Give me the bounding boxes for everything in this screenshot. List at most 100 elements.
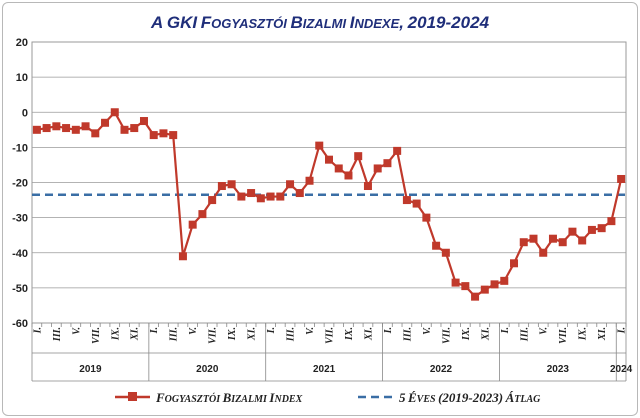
y-tick-label: 20 — [16, 37, 28, 49]
x-tick-label: I. — [149, 327, 160, 334]
y-tick-label: 10 — [16, 72, 28, 84]
data-point — [178, 252, 187, 261]
data-point — [188, 220, 197, 229]
data-point — [110, 108, 119, 117]
y-tick-label: -20 — [12, 178, 28, 190]
data-point — [247, 189, 256, 198]
data-point — [568, 227, 577, 236]
x-tick-label: XI. — [247, 327, 258, 341]
data-point — [295, 189, 304, 198]
data-point — [325, 155, 333, 164]
x-tick-label: I. — [266, 327, 277, 334]
x-tick-label: V. — [422, 327, 433, 335]
x-tick-label: IX. — [227, 327, 238, 341]
data-point — [169, 131, 178, 140]
data-point — [558, 238, 567, 247]
data-point — [286, 180, 295, 189]
x-tick-label: XI. — [597, 327, 608, 341]
index-line — [36, 111, 623, 298]
x-tick-label: IX. — [578, 327, 589, 341]
legend-average-label: 5 ÉVES (2019-2023) ÁTLAG — [399, 390, 541, 405]
data-point — [490, 280, 499, 289]
x-tick-label: I. — [383, 327, 394, 334]
x-tick-label: VII. — [208, 327, 219, 344]
x-tick-label: I. — [500, 327, 511, 334]
data-point — [334, 164, 343, 173]
legend-index-marker — [128, 392, 137, 401]
data-point — [101, 118, 110, 127]
data-point — [529, 234, 538, 243]
data-point — [412, 199, 421, 208]
year-label: 2019 — [79, 364, 102, 375]
x-tick-label: XI. — [480, 327, 491, 341]
data-point — [578, 236, 587, 245]
x-tick-label: III. — [519, 327, 530, 342]
y-axis: 20 10 0 -10 -20 -30 -40 -50 -60 — [12, 37, 28, 330]
data-point — [519, 238, 528, 247]
data-point — [548, 234, 557, 243]
data-point — [62, 124, 71, 133]
data-point — [42, 124, 51, 133]
data-point — [617, 174, 626, 183]
data-point — [597, 224, 606, 233]
data-point — [500, 276, 509, 285]
x-tick-label: V. — [539, 327, 550, 335]
x-tick-label: V. — [71, 327, 82, 335]
x-tick-label: IX. — [344, 327, 355, 341]
y-tick-label: -40 — [12, 248, 28, 260]
year-label: 2022 — [430, 364, 453, 375]
data-point — [256, 194, 265, 203]
x-tick-label: IX. — [110, 327, 121, 341]
year-label: 2020 — [196, 364, 219, 375]
data-point — [539, 248, 548, 257]
x-axis: I. III. V. VII. IX. XI. I. III. V. VII. IX. XI. I. II… — [31, 323, 633, 382]
x-tick-label: XI. — [363, 327, 374, 341]
data-point — [139, 117, 148, 126]
year-label: 2021 — [313, 364, 336, 375]
x-tick-label: XI. — [130, 327, 141, 341]
data-point — [480, 285, 489, 294]
data-point — [363, 182, 372, 191]
y-tick-label: 0 — [22, 107, 28, 119]
data-point — [451, 278, 460, 287]
data-point — [344, 171, 353, 180]
data-point — [217, 182, 226, 191]
data-point — [91, 129, 100, 138]
data-point — [159, 129, 168, 138]
data-point — [471, 292, 480, 301]
x-tick-label: V. — [305, 327, 316, 335]
y-tick-label: -50 — [12, 283, 28, 295]
x-tick-label: VII. — [441, 327, 452, 344]
data-point — [354, 152, 363, 161]
data-point — [587, 225, 596, 234]
data-point — [237, 192, 246, 201]
data-point — [227, 180, 236, 189]
x-tick-label: V. — [188, 327, 199, 335]
y-tick-label: -60 — [12, 318, 28, 330]
x-tick-label: I. — [32, 327, 43, 334]
x-tick-label: III. — [286, 327, 297, 342]
data-point — [266, 192, 275, 201]
data-point — [373, 164, 382, 173]
data-point — [393, 146, 402, 155]
x-tick-label: VII. — [325, 327, 336, 344]
data-point — [510, 259, 519, 268]
chart-title: A GKI FOGYASZTÓI BIZALMI INDEXE, 2019-20… — [150, 13, 490, 32]
data-point — [120, 125, 129, 134]
x-tick-label: III. — [402, 327, 413, 342]
legend: FOGYASZTÓI BIZALMI INDEX 5 ÉVES (2019-20… — [115, 390, 541, 405]
data-point — [383, 159, 392, 168]
data-point — [276, 192, 285, 201]
data-point — [432, 241, 441, 250]
data-point — [32, 125, 41, 134]
data-point — [461, 282, 470, 291]
x-tick-label: III. — [52, 327, 63, 342]
year-label: 2023 — [547, 364, 570, 375]
data-point — [198, 210, 207, 219]
grid — [31, 41, 627, 324]
y-tick-label: -30 — [12, 213, 28, 225]
x-tick-label: VII. — [558, 327, 569, 344]
data-point — [208, 196, 217, 205]
data-point — [441, 248, 450, 257]
data-point — [149, 131, 158, 140]
